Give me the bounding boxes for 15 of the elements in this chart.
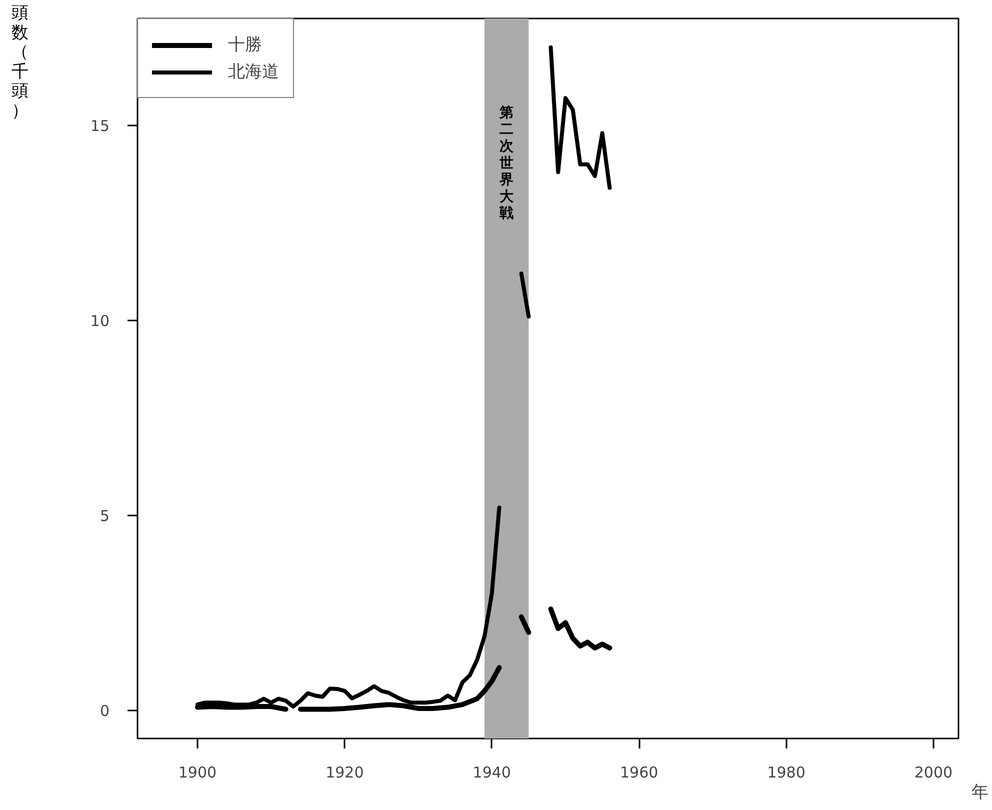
legend-label: 十勝 [228,34,262,56]
band-label: 第二次世界大戦 [498,104,515,222]
x-tick-label: 1980 [767,764,806,782]
legend-label: 北海道 [228,61,279,83]
x-tick-label: 1920 [326,764,364,782]
y-tick-label: 0 [100,702,110,720]
y-axis-title: 頭数（千頭） [12,3,28,122]
x-tick-label: 1960 [620,764,658,782]
y-tick-label: 15 [90,116,110,135]
y-tick-label: 10 [90,312,110,330]
x-tick-label: 1900 [178,764,217,782]
x-tick-label: 2000 [914,764,953,782]
x-axis-title: 年 [972,782,988,802]
x-tick-label: 1940 [472,764,511,782]
y-tick-label: 5 [100,506,110,525]
